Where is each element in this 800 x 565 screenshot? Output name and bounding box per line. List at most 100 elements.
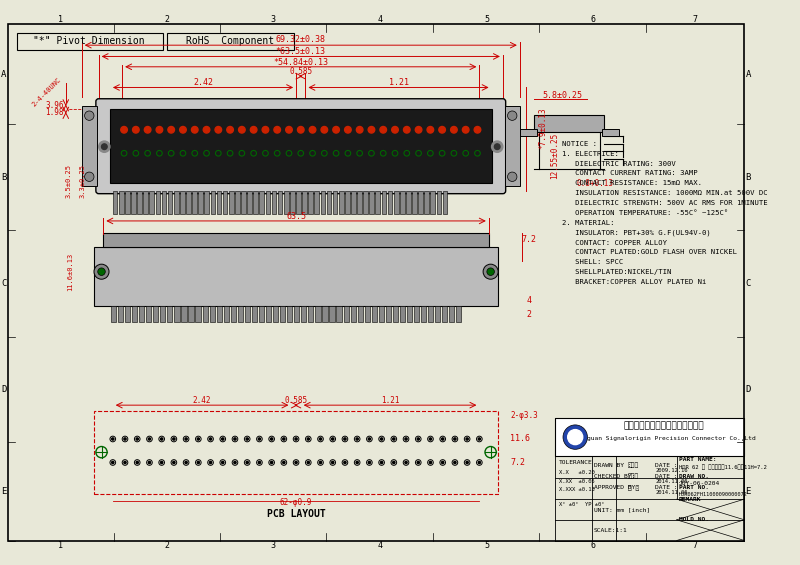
- Circle shape: [112, 438, 114, 440]
- Text: 1: 1: [58, 15, 63, 24]
- Circle shape: [210, 438, 212, 440]
- Circle shape: [307, 438, 310, 440]
- Circle shape: [173, 462, 175, 464]
- Circle shape: [295, 438, 297, 440]
- Bar: [245, 306, 250, 323]
- Bar: [345, 191, 350, 214]
- Bar: [94, 411, 498, 493]
- Circle shape: [161, 462, 162, 464]
- Bar: [378, 306, 384, 323]
- Text: 6: 6: [590, 541, 595, 550]
- Circle shape: [454, 462, 456, 464]
- Bar: [343, 306, 349, 323]
- Bar: [252, 306, 257, 323]
- Bar: [202, 306, 208, 323]
- Circle shape: [258, 462, 261, 464]
- Bar: [162, 191, 166, 214]
- Text: 2. MATERIAL:: 2. MATERIAL:: [562, 220, 614, 226]
- Circle shape: [442, 462, 444, 464]
- Bar: [125, 306, 130, 323]
- Bar: [406, 191, 410, 214]
- Bar: [113, 191, 118, 214]
- Bar: [259, 306, 264, 323]
- Circle shape: [161, 438, 162, 440]
- Circle shape: [250, 127, 257, 133]
- Text: *7.9±0.13: *7.9±0.13: [538, 107, 548, 149]
- Circle shape: [417, 438, 419, 440]
- Circle shape: [507, 111, 517, 120]
- Text: CONTACT: COPPER ALLOY: CONTACT: COPPER ALLOY: [562, 240, 667, 246]
- Bar: [118, 306, 123, 323]
- Text: DIELECTRIC RATING: 300V: DIELECTRIC RATING: 300V: [562, 160, 676, 167]
- Circle shape: [148, 438, 150, 440]
- Bar: [186, 191, 190, 214]
- Text: 6: 6: [590, 15, 595, 24]
- Text: X° ±0°  YP ±0°: X° ±0° YP ±0°: [559, 502, 605, 507]
- Bar: [210, 306, 214, 323]
- Bar: [442, 306, 447, 323]
- Text: 5: 5: [484, 15, 489, 24]
- Bar: [330, 306, 334, 323]
- Bar: [155, 191, 160, 214]
- Circle shape: [380, 127, 386, 133]
- Text: 3.3±0.25: 3.3±0.25: [80, 164, 86, 198]
- Circle shape: [333, 127, 339, 133]
- Bar: [230, 306, 236, 323]
- Bar: [315, 306, 321, 323]
- Circle shape: [144, 127, 151, 133]
- Text: 2014.11.06: 2014.11.06: [655, 490, 688, 495]
- Bar: [224, 306, 229, 323]
- Circle shape: [439, 127, 446, 133]
- Circle shape: [136, 462, 138, 464]
- Text: 0.585: 0.585: [285, 396, 308, 405]
- Bar: [272, 191, 276, 214]
- Bar: [174, 191, 178, 214]
- Bar: [198, 191, 203, 214]
- Circle shape: [307, 462, 310, 464]
- Circle shape: [442, 438, 444, 440]
- Bar: [280, 306, 286, 323]
- Text: INSULATOR: PBT+30% G.F(UL94V-0): INSULATOR: PBT+30% G.F(UL94V-0): [562, 229, 711, 236]
- Text: 2: 2: [164, 15, 170, 24]
- Bar: [339, 191, 343, 214]
- Bar: [110, 109, 491, 183]
- Text: CHECKED BY:: CHECKED BY:: [594, 474, 635, 479]
- Bar: [132, 306, 138, 323]
- Text: 12.55±0.25: 12.55±0.25: [550, 133, 559, 179]
- Circle shape: [430, 462, 431, 464]
- Bar: [125, 191, 130, 214]
- Text: 3.5±0.25: 3.5±0.25: [66, 164, 72, 198]
- Circle shape: [344, 438, 346, 440]
- Circle shape: [112, 462, 114, 464]
- Circle shape: [462, 127, 469, 133]
- Text: 杨剑玉: 杨剑玉: [628, 474, 639, 479]
- Circle shape: [450, 127, 457, 133]
- Bar: [296, 191, 301, 214]
- Circle shape: [483, 264, 498, 279]
- Text: X.XX  ±0.05: X.XX ±0.05: [559, 479, 595, 484]
- Circle shape: [415, 127, 422, 133]
- Text: 东莞市迅顿原精密连接器有限公司: 东莞市迅顿原精密连接器有限公司: [623, 421, 704, 431]
- Text: 69.32±0.38: 69.32±0.38: [276, 35, 326, 44]
- Bar: [428, 306, 434, 323]
- Text: 63.5: 63.5: [286, 212, 306, 221]
- Bar: [82, 106, 97, 186]
- Circle shape: [246, 438, 248, 440]
- Circle shape: [478, 438, 481, 440]
- Circle shape: [321, 127, 328, 133]
- Circle shape: [563, 425, 587, 449]
- Circle shape: [466, 438, 468, 440]
- Bar: [505, 106, 520, 186]
- Bar: [412, 191, 417, 214]
- Bar: [388, 191, 393, 214]
- Text: CONTACT CURRENT RATING: 3AMP: CONTACT CURRENT RATING: 3AMP: [562, 171, 698, 176]
- Text: B: B: [1, 173, 6, 182]
- Text: 7.2: 7.2: [510, 458, 526, 467]
- Text: 0.8+0.13: 0.8+0.13: [577, 179, 614, 188]
- Circle shape: [133, 127, 139, 133]
- Bar: [520, 129, 537, 136]
- Text: TOLERANCE: TOLERANCE: [559, 460, 593, 465]
- Bar: [17, 33, 162, 50]
- Bar: [254, 191, 258, 214]
- Circle shape: [246, 462, 248, 464]
